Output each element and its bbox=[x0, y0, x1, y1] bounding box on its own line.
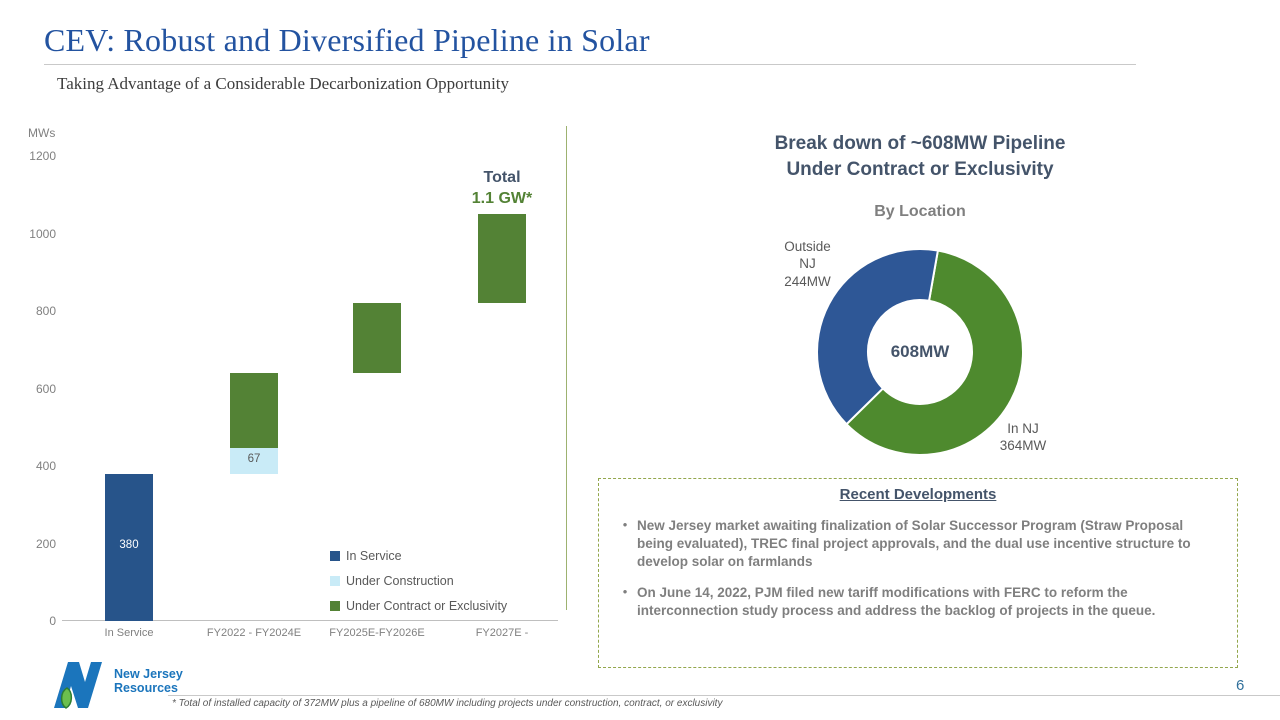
bullet-text: On June 14, 2022, PJM filed new tariff m… bbox=[637, 585, 1156, 619]
breakdown-heading: Break down of ~608MW Pipeline Under Cont… bbox=[620, 131, 1220, 182]
breakdown-heading-line1: Break down of ~608MW Pipeline bbox=[774, 133, 1066, 154]
legend-swatch-icon bbox=[330, 550, 340, 561]
footer-divider bbox=[168, 695, 1280, 696]
x-axis-category-label: In Service bbox=[104, 627, 154, 639]
total-annotation-value: 1.1 GW* bbox=[471, 189, 533, 207]
donut-slice bbox=[845, 249, 1024, 456]
bullet-icon: • bbox=[622, 517, 628, 532]
bullet-item: • New Jersey market awaiting finalization… bbox=[613, 517, 1221, 570]
chart-legend: In Service Under Construction Under Contra… bbox=[330, 543, 507, 618]
x-axis-category-label: FY2025E-FY2026E bbox=[329, 627, 425, 639]
y-axis-tick: 400 bbox=[35, 459, 56, 473]
nj-resources-logo-text: New Jersey Resources bbox=[114, 667, 183, 695]
footnote: * Total of installed capacity of 372MW p… bbox=[172, 698, 723, 709]
bar-value-label: 380 bbox=[119, 539, 139, 552]
bar-segment bbox=[105, 473, 153, 621]
donut-center-label: 608MW bbox=[890, 342, 950, 361]
legend-label: Under Construction bbox=[346, 573, 454, 588]
recent-developments-list: • New Jersey market awaiting finalization… bbox=[599, 517, 1237, 620]
by-location-subheading: By Location bbox=[874, 203, 966, 220]
y-axis-tick: 200 bbox=[35, 536, 56, 551]
legend-swatch-icon bbox=[330, 600, 340, 611]
y-axis-tick: 800 bbox=[35, 304, 56, 318]
donut-callout-outside-nj: Outside NJ 244MW bbox=[784, 239, 831, 289]
recent-developments-title: Recent Developments bbox=[839, 486, 997, 503]
nj-resources-logo-mark bbox=[54, 662, 102, 709]
bullet-text: New Jersey market awaiting finalization … bbox=[637, 518, 1191, 569]
y-axis-tick: 600 bbox=[35, 381, 56, 396]
capacity-waterfall-chart: MWs 0 200 400 600 800 1000 1200 380 In Service 67 F… bbox=[0, 0, 580, 660]
legend-label: In Service bbox=[346, 548, 402, 563]
x-axis-category-label: FY2022 - FY2024E bbox=[206, 627, 302, 639]
y-axis-tick: 0 bbox=[49, 614, 56, 628]
y-axis-tick: 1000 bbox=[29, 226, 56, 241]
total-annotation-title: Total bbox=[483, 169, 521, 186]
donut-callout-in-nj: In NJ 364MW bbox=[999, 421, 1047, 454]
breakdown-heading-line2: Under Contract or Exclusivity bbox=[786, 158, 1054, 180]
location-donut-chart bbox=[805, 237, 1035, 467]
bar-segment bbox=[478, 214, 526, 304]
bullet-item: • On June 14, 2022, PJM filed new tariff … bbox=[613, 584, 1221, 620]
page-number: 6 bbox=[1236, 677, 1245, 694]
legend-item: Under Construction bbox=[330, 568, 507, 593]
legend-item: In Service bbox=[330, 543, 507, 568]
x-axis-category-label: FY2027E - bbox=[475, 627, 529, 639]
bar-segment bbox=[353, 303, 401, 373]
y-axis-unit-label: MWs bbox=[28, 126, 56, 140]
recent-developments-box: Recent Developments • New Jersey market a… bbox=[598, 478, 1238, 668]
nj-resources-logo bbox=[52, 660, 232, 710]
legend-label: Under Contract or Exclusivity bbox=[346, 598, 508, 613]
y-axis-tick: 1200 bbox=[29, 149, 56, 163]
page-subtitle: Taking Advantage of a Considerable Decar… bbox=[57, 74, 510, 93]
bar-segment bbox=[230, 373, 278, 448]
x-axis-line bbox=[62, 620, 558, 621]
bullet-icon: • bbox=[622, 584, 628, 600]
donut-slice bbox=[816, 248, 940, 426]
page-title: CEV: Robust and Diversified Pipeline in … bbox=[44, 22, 650, 58]
legend-item: Under Contract or Exclusivity bbox=[330, 593, 507, 618]
total-annotation: Total 1.1 GW* bbox=[427, 168, 577, 210]
legend-swatch-icon bbox=[330, 575, 340, 586]
title-divider bbox=[44, 64, 1136, 65]
bar-value-label: 67 bbox=[247, 452, 261, 465]
section-divider bbox=[566, 126, 567, 610]
bar-segment bbox=[230, 447, 278, 474]
